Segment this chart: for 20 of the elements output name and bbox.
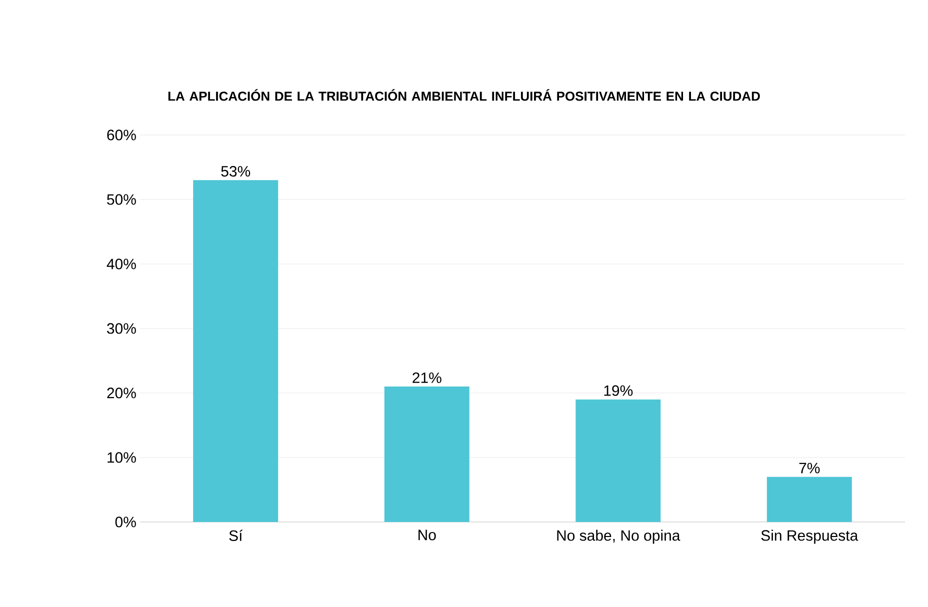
y-tick-label: 10% — [108, 452, 136, 463]
bar — [766, 476, 852, 522]
y-tick-label: 50% — [107, 194, 136, 205]
y-tick-label: 0% — [115, 516, 136, 528]
x-tick-label: Sí — [229, 530, 243, 541]
x-tick-label: No — [418, 530, 436, 540]
chart-title: LA APLICACIÓN DE LA TRIBUTACIÓN AMBIENTAL INFLUIRÁ POSITIVAMENTE EN LA CIUDAD — [168, 89, 760, 101]
y-tick-label: 60% — [107, 130, 136, 140]
bar — [384, 386, 470, 522]
data-label: 19% — [604, 385, 633, 396]
x-tick-label: Sin Respuesta — [761, 530, 858, 544]
data-label: 53% — [221, 166, 250, 177]
x-tick-label: No sabe, No opina — [557, 530, 680, 544]
data-label: 7% — [799, 462, 820, 474]
bar — [193, 180, 278, 522]
y-tick-label: 30% — [107, 323, 136, 334]
bar — [576, 399, 661, 522]
y-tick-label: 20% — [107, 388, 136, 398]
y-tick-label: 40% — [106, 258, 136, 270]
data-label: 21% — [412, 372, 442, 384]
